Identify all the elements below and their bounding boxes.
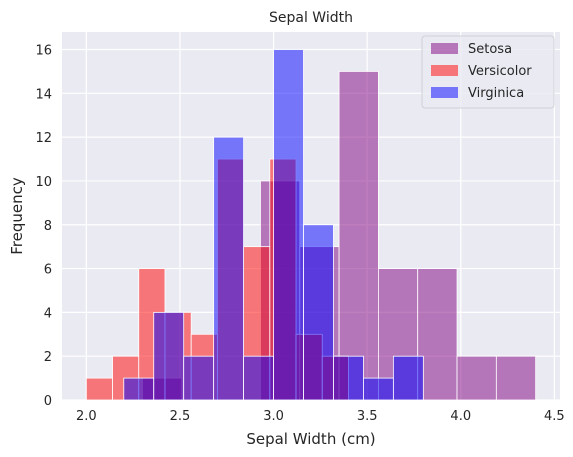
legend-swatch-virginica bbox=[431, 87, 458, 98]
legend-label-setosa: Setosa bbox=[468, 42, 512, 57]
y-tick-label: 16 bbox=[35, 44, 52, 59]
y-tick-label: 2 bbox=[44, 350, 52, 365]
x-tick-label: 4.0 bbox=[450, 409, 471, 424]
bar-virginica-9 bbox=[393, 356, 423, 400]
x-tick-label: 2.0 bbox=[76, 409, 97, 424]
y-tick-label: 0 bbox=[44, 394, 52, 409]
legend: Setosa Versicolor Virginica bbox=[422, 36, 554, 108]
x-tick-label: 4.5 bbox=[544, 409, 565, 424]
bar-virginica-4 bbox=[244, 356, 274, 400]
x-tick-label: 2.5 bbox=[170, 409, 191, 424]
bar-virginica-7 bbox=[333, 356, 363, 400]
legend-label-versicolor: Versicolor bbox=[468, 64, 532, 79]
legend-label-virginica: Virginica bbox=[468, 86, 524, 101]
legend-swatch-setosa bbox=[431, 43, 458, 54]
bar-versicolor-0 bbox=[86, 378, 112, 400]
bar-virginica-5 bbox=[274, 50, 304, 400]
bar-virginica-0 bbox=[124, 378, 154, 400]
bar-virginica-1 bbox=[154, 312, 184, 400]
x-axis-ticks: 2.0 2.5 3.0 3.5 4.0 4.5 bbox=[76, 409, 565, 424]
bar-virginica-6 bbox=[304, 225, 334, 400]
x-tick-label: 3.5 bbox=[357, 409, 378, 424]
y-axis-title: Frequency bbox=[8, 177, 26, 255]
bar-setosa-9 bbox=[496, 356, 535, 400]
x-tick-label: 3.0 bbox=[263, 409, 284, 424]
bar-virginica-8 bbox=[363, 378, 393, 400]
x-axis-title: Sepal Width (cm) bbox=[246, 430, 375, 448]
bar-virginica-2 bbox=[184, 356, 214, 400]
bar-virginica-3 bbox=[214, 137, 244, 400]
legend-swatch-versicolor bbox=[431, 65, 458, 76]
y-tick-label: 10 bbox=[35, 175, 52, 190]
y-axis-ticks: 0 2 4 6 8 10 12 14 16 bbox=[35, 44, 52, 409]
y-tick-label: 4 bbox=[44, 306, 52, 321]
bar-setosa-5 bbox=[339, 71, 378, 400]
y-tick-label: 6 bbox=[44, 263, 52, 278]
y-tick-label: 8 bbox=[44, 219, 52, 234]
y-tick-label: 12 bbox=[35, 131, 52, 146]
y-tick-label: 14 bbox=[35, 87, 52, 102]
bar-setosa-8 bbox=[457, 356, 496, 400]
chart-title: Sepal Width bbox=[269, 10, 353, 26]
